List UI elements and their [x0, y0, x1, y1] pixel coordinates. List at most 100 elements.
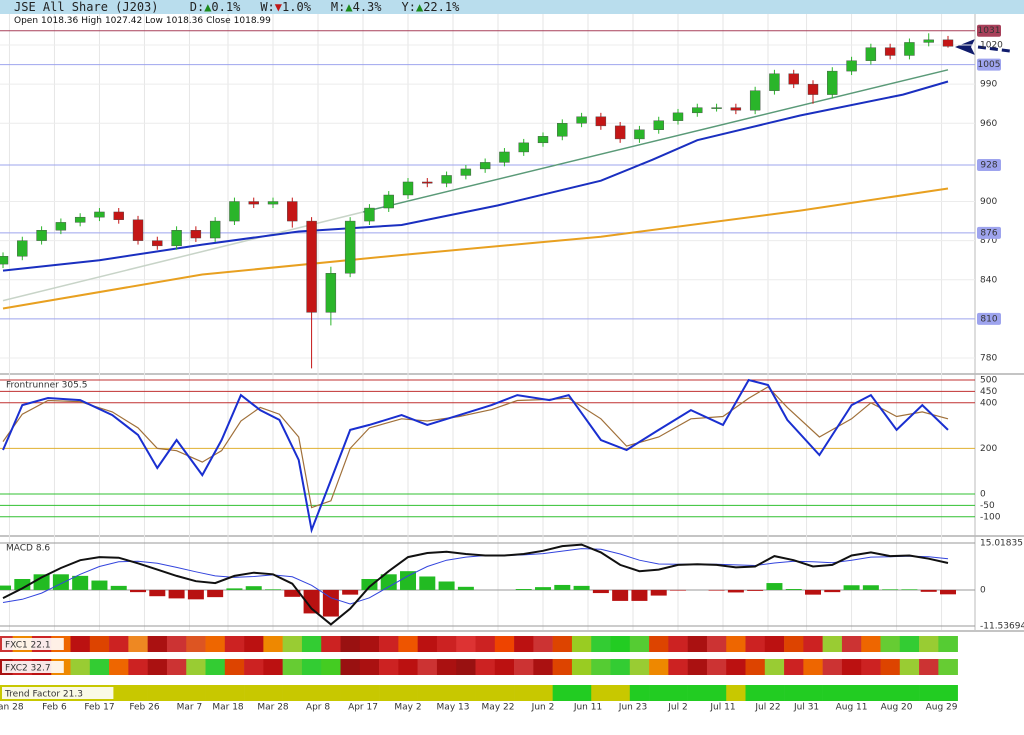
- heat-cell: [436, 659, 457, 675]
- heat-cell: [880, 685, 901, 701]
- y-tick-label: -100: [980, 512, 1001, 522]
- heat-cell: [745, 636, 766, 652]
- heat-cell: [224, 659, 245, 675]
- ohlc-line: Open 1018.36 High 1027.42 Low 1018.36 Close 101…: [14, 16, 274, 26]
- heat-cell: [514, 685, 534, 701]
- histogram-bar: [322, 589, 339, 617]
- x-tick-label: Jun 23: [618, 703, 647, 713]
- candle-body: [653, 120, 664, 130]
- candle-body: [190, 230, 202, 239]
- trend-line: [2, 80, 949, 272]
- histogram-bar: [265, 589, 282, 590]
- x-tick-label: May 13: [437, 703, 470, 713]
- heat-cell: [301, 685, 322, 701]
- heat-cell: [938, 659, 958, 675]
- heat-cell: [186, 636, 206, 652]
- histogram-bar: [862, 585, 879, 590]
- heat-cell: [359, 685, 380, 701]
- heat-cell: [880, 636, 901, 652]
- change-value: 22.1%: [423, 0, 460, 14]
- y-tick-label: 450: [980, 387, 997, 397]
- change-arrow: ▲: [345, 0, 353, 14]
- heat-cell: [166, 636, 187, 652]
- heat-cell: [899, 659, 920, 675]
- heat-cell: [571, 636, 592, 652]
- x-tick-label: Mar 18: [212, 703, 244, 713]
- indicator-line: [2, 386, 949, 509]
- histogram-bar: [419, 576, 436, 590]
- heat-cell: [494, 636, 515, 652]
- histogram-bar: [612, 589, 629, 601]
- heat-cell: [359, 659, 380, 675]
- x-tick-label: Aug 20: [881, 703, 913, 713]
- ohlc-label: Open: [14, 16, 39, 26]
- x-tick-label: Mar 28: [257, 703, 289, 713]
- ohlc-label: Low: [145, 16, 163, 26]
- histogram-bar: [535, 587, 552, 590]
- histogram-bar: [72, 575, 89, 590]
- y-tick-label: 400: [980, 398, 997, 408]
- candle-body: [614, 125, 626, 140]
- y-tick-label: -11.53694: [980, 622, 1024, 632]
- heat-cell: [784, 685, 804, 701]
- histogram-bar: [168, 589, 185, 599]
- y-tick-label: 870: [980, 236, 997, 246]
- change-arrow: ▲: [415, 0, 424, 14]
- heat-cell: [591, 636, 611, 652]
- heat-cell: [205, 659, 226, 675]
- histogram-bar: [554, 584, 571, 590]
- heat-cell: [456, 636, 476, 652]
- candle-body: [827, 70, 838, 95]
- header-bar: JSE All Share (J203) D:▲0.1% W:▼1.0% M:▲4.…: [0, 0, 1024, 14]
- price-arrow-tail: [977, 45, 1011, 53]
- heat-cell: [687, 685, 708, 701]
- histogram-bar: [727, 589, 744, 593]
- histogram-bar: [805, 589, 822, 595]
- heat-cell: [321, 636, 341, 652]
- candle-body: [441, 175, 452, 184]
- candle-body: [557, 123, 568, 137]
- candle-body: [383, 194, 394, 209]
- price-arrow: [955, 39, 975, 55]
- y-tick-label: 990: [980, 80, 997, 90]
- heat-cell: [571, 659, 592, 675]
- x-tick-label: May 2: [394, 703, 421, 713]
- heat-cell: [784, 659, 804, 675]
- heat-cell: [128, 685, 148, 701]
- heat-cell: [359, 636, 380, 652]
- y-tick-label: 500: [980, 376, 997, 386]
- strip-label: FXC1 22.1: [5, 641, 51, 651]
- heat-cell: [938, 685, 958, 701]
- heat-cell: [803, 636, 823, 652]
- candle-body: [634, 129, 645, 140]
- heat-cell: [70, 659, 91, 675]
- histogram-bar: [149, 589, 166, 597]
- candle-body: [422, 181, 433, 184]
- heat-cell: [398, 636, 418, 652]
- heat-cell: [147, 636, 168, 652]
- heat-cell: [552, 685, 573, 701]
- heat-cell: [706, 659, 727, 675]
- histogram-bar: [650, 589, 667, 596]
- heat-cell: [899, 636, 920, 652]
- heat-cell: [166, 685, 187, 701]
- heat-cell: [861, 636, 881, 652]
- candle-body: [364, 207, 375, 222]
- heat-cell: [764, 685, 785, 701]
- trend-line: [2, 211, 364, 302]
- y-tick-label: -50: [980, 501, 995, 511]
- histogram-bar: [515, 589, 532, 590]
- heat-cell: [687, 636, 708, 652]
- heat-cell: [282, 636, 303, 652]
- change-label: D:: [189, 0, 205, 14]
- candle-body: [229, 201, 240, 222]
- histogram-bar: [940, 589, 957, 595]
- candle-body: [209, 220, 221, 239]
- y-tick-label: 1020: [980, 41, 1003, 51]
- candle-body: [132, 219, 144, 241]
- heat-cell: [70, 636, 91, 652]
- candle-body: [460, 168, 472, 176]
- y-tick-label: 780: [980, 354, 997, 364]
- heat-cell: [340, 636, 361, 652]
- heat-cell: [629, 659, 650, 675]
